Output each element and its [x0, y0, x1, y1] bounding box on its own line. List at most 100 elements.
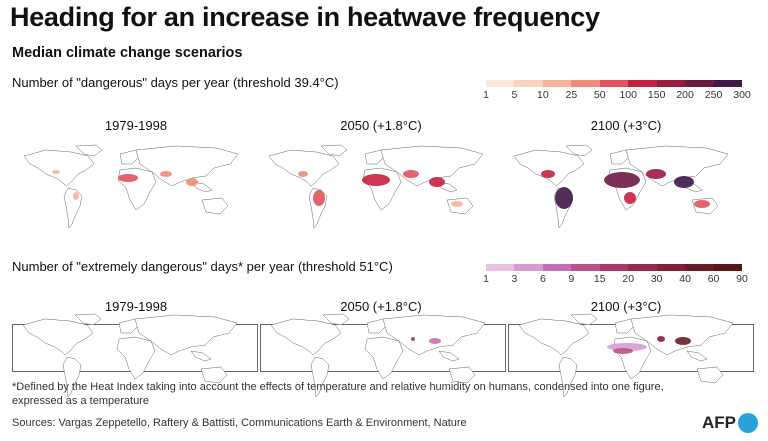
legend-tick-label: 250 [704, 89, 723, 101]
land-outline [614, 318, 636, 334]
section1-label: Number of "dangerous" days per year (thr… [12, 75, 339, 90]
panel4-title: 1979-1998 [104, 299, 168, 314]
land-outline [686, 350, 708, 362]
land-outline [75, 144, 103, 157]
legend-color-bar [486, 264, 742, 271]
land-outline [134, 314, 238, 356]
world-map-dangerous-2100 [513, 144, 729, 229]
land-outline [63, 187, 83, 229]
land-outline [696, 366, 724, 384]
land-outline [565, 144, 593, 157]
legend-tick-label: 30 [650, 273, 663, 285]
legend-tick-label: 40 [679, 273, 691, 285]
legend-tick-label: 1 [483, 273, 489, 285]
legend-swatch [656, 264, 686, 271]
land-outline [191, 181, 213, 193]
land-outline [270, 318, 342, 356]
land-outline [268, 149, 340, 187]
land-outline [630, 314, 734, 356]
legend-swatch [571, 264, 600, 271]
legend-tick-label: 5 [511, 89, 518, 101]
legend-swatch [685, 80, 714, 87]
land-outline [116, 336, 156, 380]
world-map-extreme-2100 [518, 313, 734, 398]
legend-swatch [599, 80, 629, 87]
legend-swatch [486, 264, 515, 271]
land-outline [62, 356, 82, 398]
heat-area [52, 170, 60, 174]
heat-area [604, 172, 640, 188]
heat-area [118, 174, 138, 182]
legend-tick-label: 10 [537, 89, 549, 101]
legend-swatch [514, 264, 543, 271]
legend-swatch [628, 80, 657, 87]
legend-tick-label: 150 [647, 89, 666, 101]
heat-area [694, 200, 710, 208]
land-outline [518, 318, 590, 356]
land-outline [609, 149, 631, 165]
heat-area [186, 178, 198, 186]
land-outline [200, 366, 228, 384]
legend-tick-label: 15 [593, 273, 606, 285]
land-outline [117, 167, 157, 211]
legend-swatch [599, 264, 629, 271]
legend-tick-label: 9 [568, 273, 575, 285]
land-outline [366, 318, 388, 334]
land-outline [364, 149, 386, 165]
heat-area [674, 176, 694, 188]
legend-swatch [542, 264, 572, 271]
world-map-dangerous-2050 [268, 144, 484, 229]
legend-tick-label: 1 [483, 89, 489, 101]
heat-area [624, 192, 636, 204]
heat-area [403, 170, 419, 178]
legend-swatch [685, 264, 714, 271]
land-outline [364, 336, 404, 380]
afp-logo-circle-icon [738, 413, 758, 433]
legend-swatch [486, 80, 515, 87]
land-outline [322, 313, 350, 326]
legend-color-bar [486, 80, 742, 87]
land-outline [448, 366, 476, 384]
legend-tick-label: 200 [676, 89, 694, 101]
legend-swatch [628, 264, 657, 271]
heat-area [313, 190, 325, 206]
chart-title: Heading for an increase in heatwave freq… [10, 2, 600, 32]
footnote: *Defined by the Heat Index taking into a… [12, 381, 664, 407]
world-map-extreme-1979 [22, 313, 238, 398]
legend-tick-label: 100 [619, 89, 637, 101]
legend-swatch [514, 80, 543, 87]
heat-area [429, 177, 445, 187]
legend-tick-label: 50 [593, 89, 606, 101]
legend-swatch [656, 80, 686, 87]
section2-label: Number of "extremely dangerous" days* pe… [12, 259, 393, 274]
heat-area [657, 336, 665, 342]
panel3-title: 2100 (+3°C) [590, 118, 662, 133]
panel5-title: 2050 (+1.8°C) [340, 299, 422, 314]
heat-area [362, 174, 390, 186]
land-outline [74, 313, 102, 326]
heat-area [541, 170, 555, 178]
heat-area [429, 338, 441, 344]
land-outline [22, 318, 94, 356]
world-map-dangerous-1979 [23, 144, 239, 229]
afp-logo-text: AFP [702, 413, 736, 432]
land-outline [558, 356, 578, 398]
legend-tick-label: 60 [707, 273, 720, 285]
land-outline [118, 318, 140, 334]
legend-tick-label: 6 [539, 273, 546, 285]
land-outline [119, 149, 141, 165]
heat-area [555, 187, 573, 209]
legend-tick-label: 25 [565, 89, 578, 101]
world-map-extreme-2050 [270, 313, 486, 398]
land-outline [135, 145, 239, 187]
land-outline [320, 144, 348, 157]
land-outline [23, 149, 95, 187]
heat-area [675, 337, 691, 345]
legend-tick-label: 3 [511, 273, 518, 285]
map-frame-2050 [260, 313, 506, 398]
land-outline [570, 313, 598, 326]
afp-logo: AFP [702, 413, 758, 433]
panel1-title: 1979-1998 [104, 118, 168, 133]
land-outline [190, 350, 212, 362]
heat-area [646, 169, 666, 179]
